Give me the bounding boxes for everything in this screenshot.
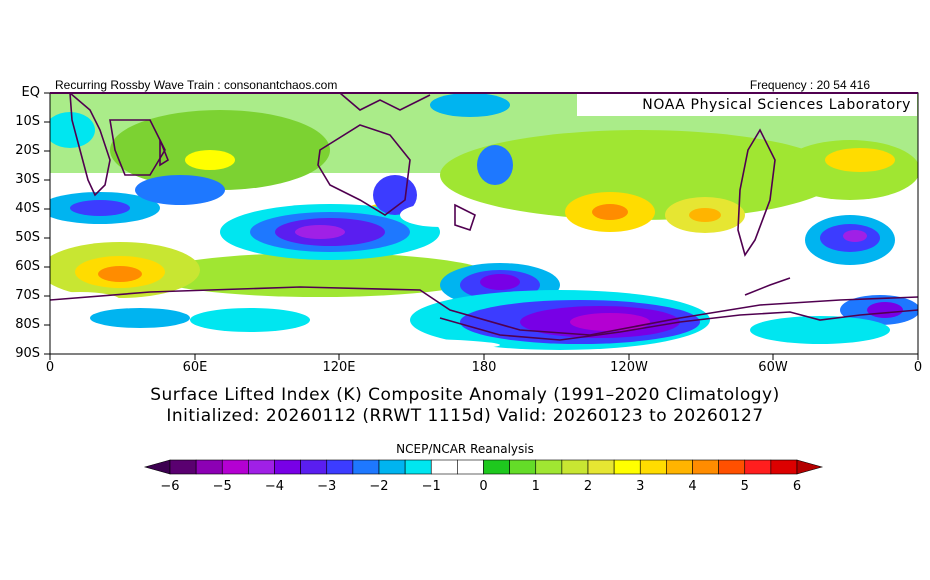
colorbar-swatch (744, 459, 772, 475)
lat-label-eq: EQ (21, 85, 40, 100)
colorbar-left-arrow (143, 459, 171, 475)
colorbar-tick-label: 4 (688, 479, 697, 494)
lon-label-120w: 120W (610, 360, 648, 375)
colorbar-swatch (561, 459, 589, 475)
source-label: Recurring Rossby Wave Train : consonantc… (55, 78, 338, 92)
lat-label-70s: 70S (15, 288, 40, 303)
lat-label-30s: 30S (15, 172, 40, 187)
anomaly-field (50, 93, 918, 354)
colorbar-tick-label: −1 (421, 479, 441, 494)
colorbar-swatch (430, 459, 458, 475)
frequency-label: Frequency : 20 54 416 (749, 78, 870, 92)
colorbar-swatch (195, 459, 223, 475)
colorbar (143, 459, 824, 475)
colorbar-tick-label: −4 (264, 479, 285, 494)
lon-label-0-east: 0 (913, 360, 923, 375)
lon-label-120e: 120E (322, 360, 356, 375)
colorbar-tick-label: 0 (479, 479, 488, 494)
colorbar-swatch (169, 459, 197, 475)
colorbar-tick-label: −3 (317, 479, 337, 494)
lab-label: NOAA Physical Sciences Laboratory (577, 94, 917, 116)
coastlines (50, 93, 918, 341)
colorbar-swatch (352, 459, 380, 475)
lon-ticks (49, 354, 919, 360)
colorbar-tick-label: 5 (740, 479, 749, 494)
colorbar-swatch (404, 459, 432, 475)
lon-label-0: 0 (45, 360, 55, 375)
lat-label-40s: 40S (15, 201, 40, 216)
colorbar-swatch (483, 459, 510, 475)
colorbar-swatch (457, 459, 484, 475)
colorbar-swatch (666, 459, 693, 475)
colorbar-tick-label: −6 (160, 479, 180, 494)
map-subtitle: Initialized: 20260112 (RRWT 1115d) Valid… (166, 406, 764, 426)
lat-label-80s: 80S (15, 317, 40, 332)
colorbar-swatch (535, 459, 563, 475)
colorbar-tick-label: 3 (636, 479, 645, 494)
lat-ticks (44, 92, 50, 355)
colorbar-swatch (587, 459, 615, 475)
colorbar-swatch (274, 459, 301, 475)
lon-label-180: 180 (471, 360, 497, 375)
lon-label-60e: 60E (182, 360, 208, 375)
map-title: Surface Lifted Index (K) Composite Anoma… (150, 385, 780, 405)
colorbar-swatch (378, 459, 406, 475)
colorbar-swatch (509, 459, 537, 475)
lat-label-10s: 10S (15, 114, 40, 129)
lat-label-20s: 20S (15, 143, 40, 158)
lat-label-60s: 60S (15, 259, 40, 274)
colorbar-swatch (639, 459, 667, 475)
colorbar-swatch (300, 459, 328, 475)
lat-label-90s: 90S (15, 346, 40, 361)
colorbar-swatch (221, 459, 249, 475)
colorbar-tick-label: 2 (583, 479, 593, 494)
colorbar-tick-label: 1 (531, 479, 540, 494)
colorbar-tick-label: −2 (369, 479, 389, 494)
colorbar-title: NCEP/NCAR Reanalysis (396, 442, 534, 456)
colorbar-swatch (770, 459, 798, 475)
lon-label-60w: 60W (758, 360, 788, 375)
colorbar-right-arrow (796, 459, 824, 475)
colorbar-swatch (613, 459, 641, 475)
lat-label-50s: 50S (15, 230, 40, 245)
colorbar-tick-label: −5 (212, 479, 232, 494)
colorbar-tick-label: 6 (792, 479, 802, 494)
colorbar-swatch (248, 459, 275, 475)
colorbar-swatch (692, 459, 719, 475)
colorbar-swatch (326, 459, 354, 475)
colorbar-swatch (718, 459, 746, 475)
